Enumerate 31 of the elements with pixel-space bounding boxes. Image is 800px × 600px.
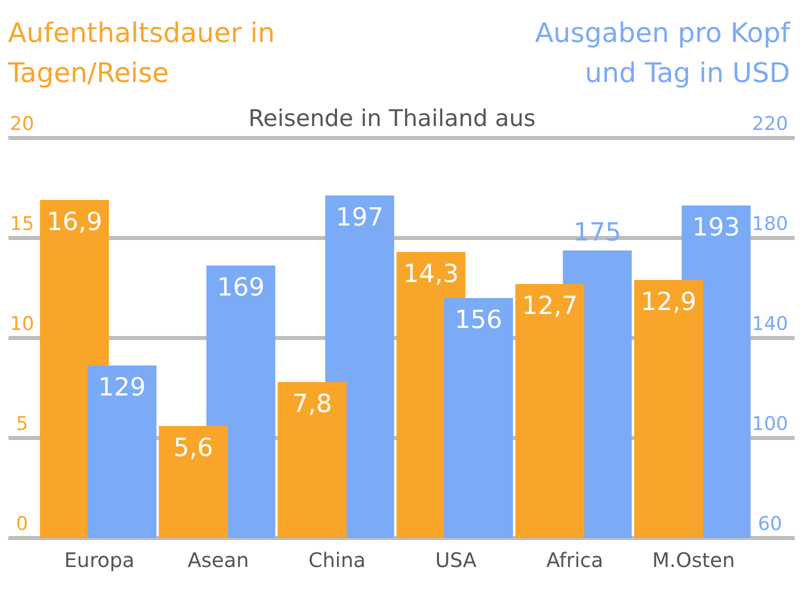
y-axis-title: Aufenthaltsdauer in Tagen/Reise	[7, 18, 275, 89]
y2-tick-label: 180	[752, 213, 788, 235]
y2-tick-label: 100	[752, 413, 788, 435]
data-label: 5,6	[173, 433, 214, 462]
data-label: 12,7	[522, 291, 578, 320]
x-tick-label: USA	[435, 548, 477, 572]
chart-title: Reisende in Thailand aus	[248, 106, 536, 132]
y2-tick-label: 140	[752, 313, 788, 335]
data-label: 12,9	[640, 287, 696, 316]
data-label: 7,8	[292, 389, 332, 418]
data-label: 14,3	[403, 259, 459, 288]
data-label: 197	[336, 202, 384, 232]
x-tick-label: China	[308, 548, 366, 572]
x-tick-label: Asean	[188, 548, 249, 572]
y-tick-label: 15	[10, 213, 34, 235]
x-tick-label: Africa	[546, 548, 604, 572]
data-label: 156	[454, 305, 502, 334]
data-label: 193	[692, 212, 740, 242]
data-label: 169	[216, 272, 265, 302]
y2-tick-label: 220	[752, 113, 788, 135]
y-tick-label: 5	[16, 413, 28, 435]
y-tick-label: 20	[10, 113, 34, 135]
y-tick-label: 0	[16, 513, 28, 535]
y2-tick-label: 60	[758, 513, 782, 535]
x-tick-label: Europa	[64, 548, 135, 572]
y2-axis-title: Ausgaben pro Kopf und Tag in USD	[534, 18, 792, 89]
y-tick-label: 10	[10, 313, 34, 335]
data-label: 129	[98, 372, 146, 402]
data-label: 16,9	[46, 207, 102, 236]
data-label: 175	[573, 218, 622, 246]
x-tick-label: M.Osten	[652, 548, 735, 572]
